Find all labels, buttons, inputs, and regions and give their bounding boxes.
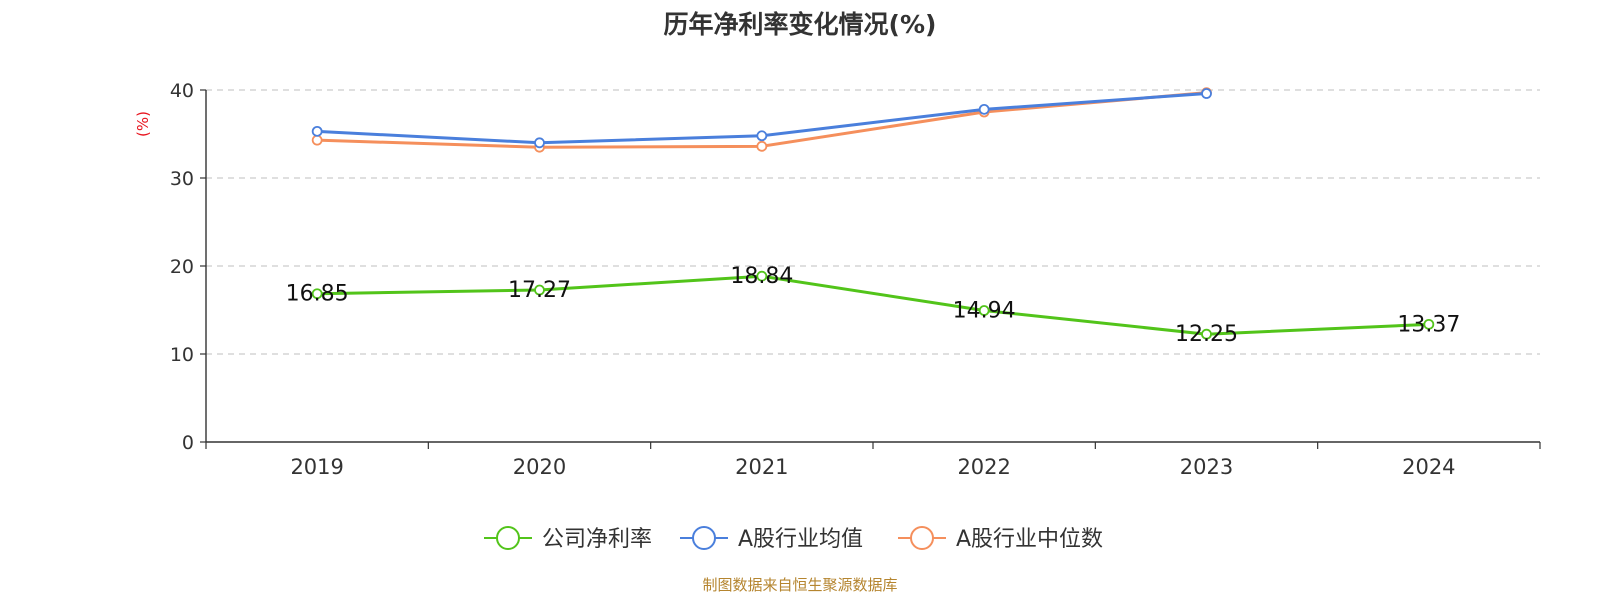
- data-label: 16.85: [286, 282, 349, 307]
- chart-title: 历年净利率变化情况(%): [664, 10, 937, 39]
- data-point: [756, 130, 768, 142]
- data-point: [756, 270, 768, 282]
- data-point: [534, 284, 545, 296]
- source-note: 制图数据来自恒生聚源数据库: [702, 576, 897, 594]
- grid-lines: [206, 89, 1540, 355]
- x-tick-label: 2019: [290, 455, 343, 479]
- data-label: 13.37: [1397, 312, 1460, 337]
- data-point: [978, 305, 990, 316]
- data-point: [756, 140, 768, 152]
- data-label: 12.25: [1175, 322, 1238, 347]
- legend-marker: [692, 526, 716, 550]
- y-tick-label: 30: [170, 168, 194, 190]
- legend-marker: [910, 526, 934, 550]
- series-line-0: [317, 274, 1429, 336]
- y-tick-label: 0: [182, 432, 194, 454]
- x-tick-label: 2023: [1180, 455, 1233, 479]
- legend-label: A股行业中位数: [956, 527, 1103, 552]
- data-point: [1201, 88, 1212, 99]
- x-tick-label: 2022: [957, 455, 1010, 479]
- data-point: [978, 103, 990, 115]
- data-label: 17.27: [508, 278, 571, 303]
- x-tick-label: 2021: [735, 455, 788, 479]
- data-point: [534, 137, 545, 149]
- data-point: [311, 134, 323, 146]
- data-point: [1423, 318, 1435, 330]
- data-point: [311, 288, 323, 300]
- x-tick-label: 2024: [1402, 455, 1455, 479]
- legend-marker: [496, 526, 520, 550]
- data-label: 18.84: [730, 264, 793, 289]
- data-labels: 16.85 17.27 18.84 14.94 12.25 13.37: [286, 264, 1461, 347]
- legend-label: A股行业均值: [738, 527, 863, 552]
- data-point: [311, 125, 323, 137]
- y-tick-label: 10: [170, 344, 194, 366]
- y-tick-label: 40: [170, 80, 194, 102]
- legend-item-2: A股行业中位数: [898, 526, 1103, 552]
- y-tick-label: 20: [170, 256, 194, 278]
- axes: 0 10 20 30 40 2019 2020 2021 2022 2023 2024: [170, 80, 1541, 479]
- data-point: [1201, 328, 1212, 340]
- legend-label: 公司净利率: [542, 527, 652, 552]
- series-layer: [311, 87, 1435, 340]
- legend-item-1: A股行业均值: [680, 526, 863, 552]
- legend: 公司净利率 A股行业均值 A股行业中位数: [484, 526, 1103, 552]
- y-axis-label: (%): [134, 111, 152, 137]
- x-tick-label: 2020: [513, 455, 566, 479]
- legend-item-0: 公司净利率: [484, 526, 652, 552]
- data-label: 14.94: [953, 299, 1016, 324]
